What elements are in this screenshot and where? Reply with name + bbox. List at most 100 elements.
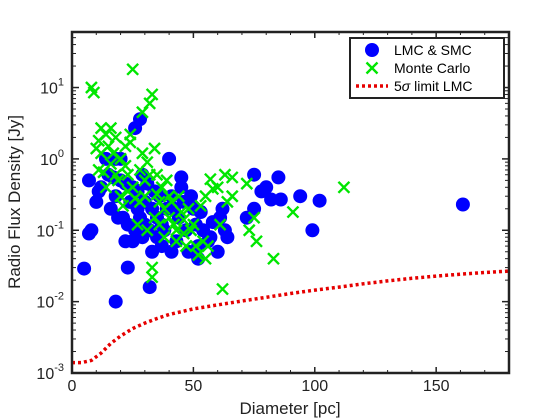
limit-curve bbox=[72, 269, 509, 365]
monte-carlo-point bbox=[111, 174, 125, 187]
lmc-smc-point bbox=[89, 194, 104, 209]
monte-carlo-point bbox=[116, 199, 130, 213]
monte-carlo-point bbox=[199, 252, 212, 266]
monte-carlo-point bbox=[267, 252, 280, 266]
y-tick-label: 10-2 bbox=[36, 291, 64, 312]
monte-carlo-point bbox=[174, 205, 188, 219]
lmc-smc-point bbox=[120, 260, 135, 275]
monte-carlo-point bbox=[191, 248, 205, 262]
lmc-smc-point bbox=[108, 294, 123, 309]
monte-carlo-point bbox=[140, 223, 154, 237]
legend-circle-marker bbox=[365, 43, 379, 57]
lmc-smc-point bbox=[94, 180, 109, 195]
x-axis-label: Diameter [pc] bbox=[239, 399, 340, 418]
monte-carlo-point bbox=[211, 180, 225, 194]
monte-carlo-point bbox=[160, 174, 174, 187]
y-tick-label: 101 bbox=[40, 77, 64, 98]
monte-carlo-point bbox=[99, 180, 113, 194]
monte-carlo-point bbox=[126, 180, 140, 194]
monte-carlo-point bbox=[177, 227, 191, 240]
lmc-smc-point bbox=[273, 192, 288, 207]
monte-carlo-point bbox=[145, 88, 159, 101]
monte-carlo-point bbox=[143, 97, 157, 110]
monte-carlo-point bbox=[153, 218, 166, 231]
y-tick-label: 10-1 bbox=[36, 219, 64, 240]
lmc-smc-point bbox=[259, 180, 274, 195]
lmc-smc-point bbox=[84, 223, 99, 238]
monte-carlo-point bbox=[140, 155, 154, 169]
monte-carlo-point bbox=[218, 168, 232, 182]
lmc-smc-point bbox=[184, 189, 198, 204]
monte-carlo-point bbox=[148, 211, 161, 225]
legend-x-marker bbox=[365, 61, 379, 75]
monte-carlo-point bbox=[194, 199, 208, 213]
monte-carlo-point bbox=[179, 239, 193, 253]
lmc-smc-point bbox=[174, 170, 189, 185]
lmc-smc-point bbox=[271, 170, 286, 185]
lmc-smc-point bbox=[162, 151, 177, 166]
monte-carlo-point bbox=[138, 189, 152, 203]
lmc-smc-point bbox=[82, 173, 96, 188]
lmc-smc-point bbox=[215, 201, 230, 216]
plot-area bbox=[72, 62, 509, 365]
monte-carlo-point bbox=[157, 230, 171, 244]
monte-carlo-point bbox=[114, 152, 127, 166]
monte-carlo-point bbox=[162, 211, 176, 225]
monte-carlo-point bbox=[87, 86, 101, 99]
lmc-smc-point bbox=[210, 244, 225, 259]
lmc-smc-point bbox=[312, 193, 327, 208]
monte-carlo-point bbox=[104, 157, 118, 171]
lmc-smc-point bbox=[305, 223, 320, 238]
monte-carlo-point bbox=[240, 177, 254, 190]
monte-carlo-point bbox=[216, 282, 229, 296]
monte-carlo-point bbox=[114, 189, 127, 203]
lmc-smc-point bbox=[203, 230, 218, 245]
monte-carlo-point bbox=[136, 146, 149, 160]
lmc-smc-point bbox=[133, 112, 147, 127]
y-tick-label: 100 bbox=[40, 148, 64, 169]
y-axis-label: Radio Flux Density [Jy] bbox=[5, 115, 24, 289]
monte-carlo-point bbox=[182, 202, 195, 216]
monte-carlo-point bbox=[189, 239, 203, 253]
legend: LMC & SMC Monte Carlo 5σ limit LMC bbox=[349, 37, 505, 99]
legend-label: Monte Carlo bbox=[394, 60, 470, 76]
monte-carlo-point bbox=[213, 218, 227, 231]
lmc-smc-point bbox=[455, 197, 470, 212]
lmc-smc-point bbox=[293, 189, 308, 204]
monte-carlo-point bbox=[119, 159, 132, 173]
monte-carlo-point bbox=[150, 168, 164, 182]
monte-carlo-point bbox=[126, 62, 140, 76]
monte-carlo-point bbox=[250, 234, 263, 248]
lmc-smc-point bbox=[108, 189, 123, 204]
monte-carlo-point bbox=[172, 189, 186, 203]
x-tick-label: 50 bbox=[184, 378, 202, 395]
monte-carlo-point bbox=[148, 142, 161, 155]
lmc-smc-point bbox=[142, 280, 157, 295]
lmc-smc-point bbox=[247, 201, 262, 216]
monte-carlo-point bbox=[170, 223, 183, 237]
monte-carlo-point bbox=[225, 189, 239, 203]
x-tick-label: 100 bbox=[301, 378, 328, 395]
monte-carlo-point bbox=[145, 270, 159, 284]
lmc-smc-point bbox=[77, 261, 92, 276]
y-tick-label: 10-3 bbox=[36, 362, 64, 383]
monte-carlo-point bbox=[150, 187, 164, 201]
legend-label: 5σ limit LMC bbox=[394, 78, 472, 94]
monte-carlo-point bbox=[109, 131, 123, 144]
lmc-smc-point bbox=[264, 192, 279, 207]
monte-carlo-point bbox=[242, 223, 256, 237]
lmc-smc-point bbox=[220, 230, 235, 245]
monte-carlo-point bbox=[337, 180, 351, 194]
x-tick-label: 0 bbox=[68, 378, 77, 395]
x-tick-label: 150 bbox=[423, 378, 450, 395]
monte-carlo-point bbox=[121, 168, 135, 182]
monte-carlo-point bbox=[247, 211, 261, 225]
monte-carlo-point bbox=[201, 239, 215, 253]
monte-carlo-point bbox=[225, 171, 239, 184]
monte-carlo-point bbox=[153, 195, 166, 209]
legend-label: LMC & SMC bbox=[394, 42, 472, 58]
monte-carlo-point bbox=[145, 261, 159, 274]
monte-carlo-point bbox=[131, 218, 144, 231]
lmc-smc-point bbox=[164, 244, 179, 259]
